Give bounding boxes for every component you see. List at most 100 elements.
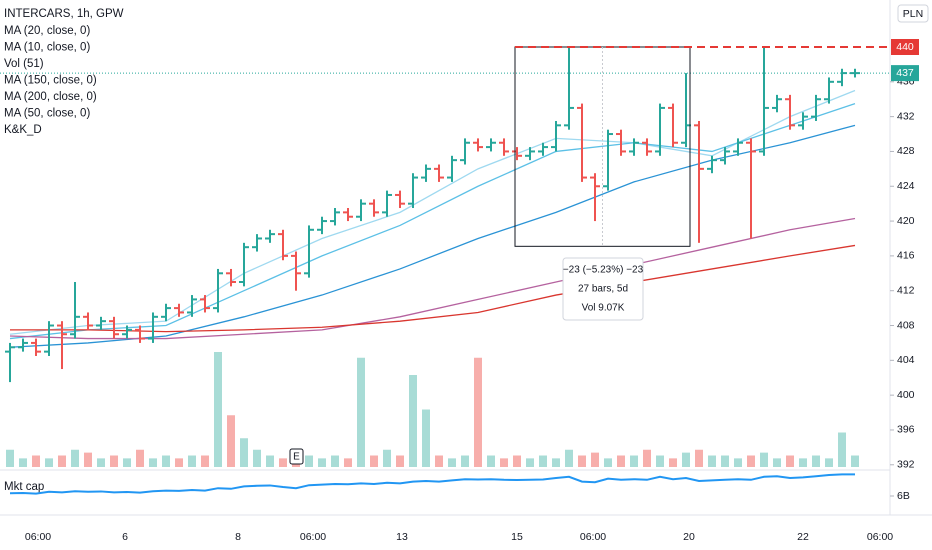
y-tick-label: 432 <box>897 110 915 122</box>
volume-bar <box>669 458 677 467</box>
volume-bar <box>370 455 378 467</box>
x-tick-label: 6 <box>122 531 128 543</box>
legend-entry: K&K_D <box>4 124 42 136</box>
x-tick-label: 06:00 <box>580 531 606 543</box>
volume-bar <box>162 455 170 467</box>
currency: PLN <box>903 8 923 20</box>
x-tick-label: 06:00 <box>300 531 326 543</box>
y-tick-label: 404 <box>897 354 915 366</box>
volume-bar <box>188 455 196 467</box>
y-tick-label: 412 <box>897 284 915 296</box>
y-tick-label: 6B <box>897 490 910 502</box>
volume-bar <box>591 452 599 467</box>
volume-bar <box>825 458 833 467</box>
volume-bar <box>6 449 14 467</box>
measure-tooltip <box>562 257 644 321</box>
y-tick-label: 424 <box>897 180 915 192</box>
volume-bar <box>201 455 209 467</box>
volume-bar <box>474 357 482 467</box>
volume-bar <box>305 455 313 467</box>
high-label: 440 <box>896 41 914 53</box>
x-tick-label: 8 <box>235 531 241 543</box>
volume-bar <box>175 458 183 467</box>
volume-bar <box>435 455 443 467</box>
volume-bar <box>84 452 92 467</box>
volume-bar <box>461 455 469 467</box>
event-marker <box>289 448 304 465</box>
volume-bar <box>214 352 222 467</box>
volume-bar <box>526 458 534 467</box>
volume-bar <box>422 409 430 467</box>
volume-bar <box>58 455 66 467</box>
volume-bar <box>331 455 339 467</box>
measure-text: 27 bars, 5d <box>578 284 628 295</box>
volume-bar <box>565 449 573 467</box>
y-tick-label: 400 <box>897 389 915 401</box>
volume-bar <box>487 455 495 467</box>
measure-text: Vol 9.07K <box>582 303 625 314</box>
volume-bar <box>149 458 157 467</box>
y-tick-label: 408 <box>897 319 915 331</box>
x-tick-label: 20 <box>683 531 695 543</box>
volume-bar <box>682 452 690 467</box>
volume-bar <box>747 455 755 467</box>
legend-entry: Vol (51) <box>4 58 44 70</box>
volume-bar <box>708 455 716 467</box>
volume-bar <box>318 458 326 467</box>
volume-bar <box>734 458 742 467</box>
y-tick-label: 428 <box>897 145 915 157</box>
x-tick-label: 15 <box>511 531 523 543</box>
volume-bar <box>760 452 768 467</box>
volume-bar <box>695 449 703 467</box>
pane-label: Mkt cap <box>4 481 44 493</box>
volume-bar <box>617 455 625 467</box>
y-tick-label: 392 <box>897 459 915 471</box>
volume-bar <box>539 455 547 467</box>
volume-bar <box>812 455 820 467</box>
volume-bar <box>136 449 144 467</box>
volume-bar <box>383 449 391 467</box>
volume-bar <box>32 455 40 467</box>
volume-bar <box>500 458 508 467</box>
volume-bar <box>448 458 456 467</box>
x-tick-label: 13 <box>396 531 408 543</box>
volume-bar <box>851 455 859 467</box>
volume-bar <box>110 455 118 467</box>
volume-bar <box>396 455 404 467</box>
volume-bar <box>357 357 365 467</box>
volume-bar <box>786 455 794 467</box>
volume-bar <box>253 449 261 467</box>
volume-bar <box>19 458 27 467</box>
legend-entry: MA (50, close, 0) <box>4 108 90 120</box>
volume-bar <box>71 449 79 467</box>
volume-bar <box>799 458 807 467</box>
legend-entry: MA (200, close, 0) <box>4 91 97 103</box>
legend-entry: MA (10, close, 0) <box>4 42 90 54</box>
volume-bar <box>604 458 612 467</box>
x-tick-label: 22 <box>797 531 809 543</box>
volume-bar <box>513 455 521 467</box>
plot: 3923964004044084124164204244284324364374… <box>0 4 929 543</box>
legend-entry: MA (150, close, 0) <box>4 75 97 87</box>
last-price-tag <box>891 65 919 82</box>
y-tick-label: 420 <box>897 215 915 227</box>
volume-bar <box>656 455 664 467</box>
volume-bar <box>227 415 235 467</box>
currency-box <box>897 4 929 23</box>
volume-bar <box>643 449 651 467</box>
volume-bar <box>721 455 729 467</box>
volume-bar <box>266 455 274 467</box>
volume-bar <box>240 438 248 467</box>
volume-bar <box>838 432 846 467</box>
legend-entry: MA (20, close, 0) <box>4 25 90 37</box>
y-tick-label: 396 <box>897 424 915 436</box>
event-label: E <box>293 452 300 463</box>
volume-bar <box>630 455 638 467</box>
x-tick-label: 06:00 <box>25 531 51 543</box>
volume-bar <box>773 458 781 467</box>
last-price-label: 437 <box>896 67 914 79</box>
high-tag <box>891 39 919 55</box>
volume-bar <box>344 458 352 467</box>
